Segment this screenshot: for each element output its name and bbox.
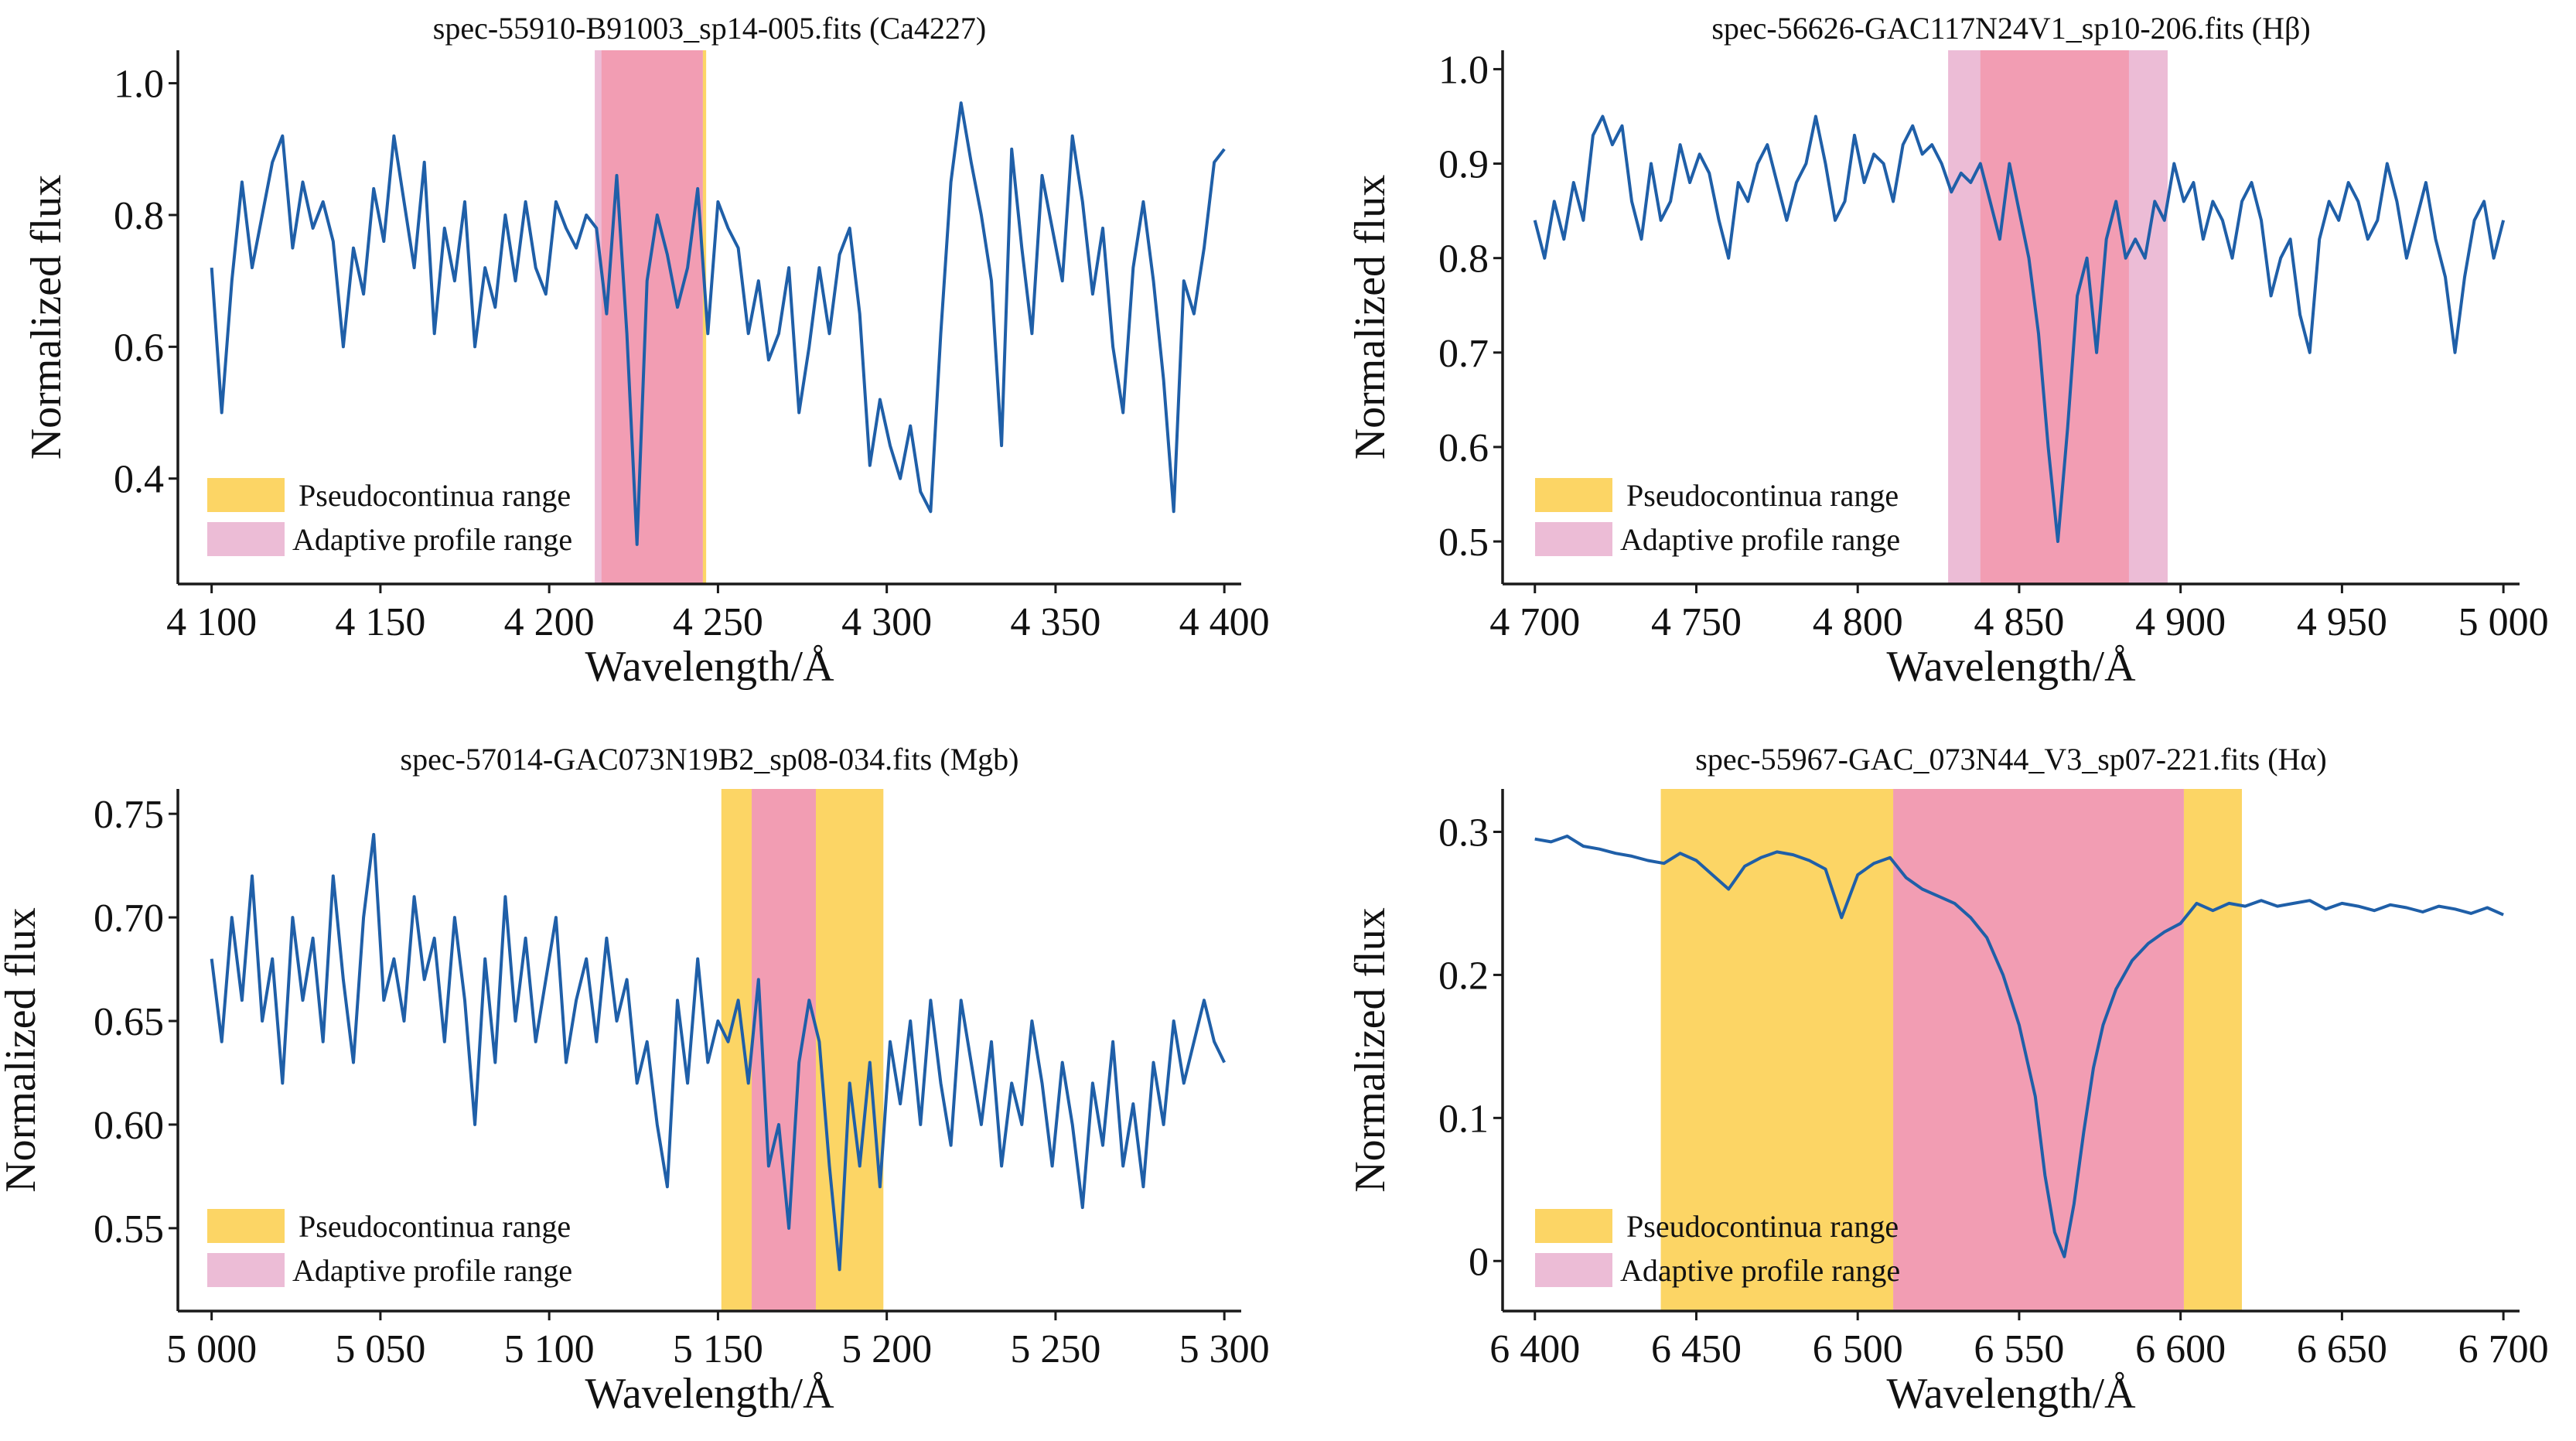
- series-line-1: [1533, 114, 2506, 543]
- legend-swatch-pseudocontinua: [207, 1209, 285, 1243]
- legend-label-pseudocontinua: Pseudocontinua range: [299, 1209, 571, 1244]
- x-tick-label: 6 650: [2297, 1327, 2387, 1371]
- x-tick-label: 4 800: [1813, 600, 1903, 644]
- legend-label-adaptive: Adaptive profile range: [292, 522, 572, 557]
- band-overlap: [1893, 789, 2184, 1311]
- y-tick-label: 0.6: [114, 326, 164, 370]
- legend-swatch-adaptive: [1535, 1253, 1612, 1287]
- panel-2: 4 700 4 750 4 800 4 850 4 900 4 950 5 000 0.5 0.…: [1346, 11, 2549, 691]
- x-tick-label: 4 200: [504, 600, 595, 644]
- legend-label-adaptive: Adaptive profile range: [292, 1253, 572, 1288]
- panel-3: 5 000 5 050 5 100 5 150 5 200 5 250 5 300 0.55 0…: [0, 742, 1270, 1418]
- legend: Pseudocontinua range Adaptive profile ran…: [1535, 478, 1900, 557]
- x-tick-label: 5 050: [335, 1327, 425, 1371]
- series-line-1: [210, 101, 1226, 546]
- legend-swatch-adaptive: [207, 522, 285, 556]
- y-tick-label: 0.65: [94, 1000, 164, 1044]
- x-axis-label: Wavelength/Å: [1886, 643, 2136, 691]
- legend-label-adaptive: Adaptive profile range: [1620, 1253, 1900, 1288]
- x-tick-label: 5 150: [673, 1327, 763, 1371]
- chart-title: spec-57014-GAC073N19B2_sp08-034.fits (Mg…: [401, 742, 1019, 777]
- x-tick-label: 4 750: [1651, 600, 1742, 644]
- legend-swatch-pseudocontinua: [1535, 478, 1612, 512]
- legend-label-adaptive: Adaptive profile range: [1620, 522, 1900, 557]
- y-tick-label: 0.70: [94, 896, 164, 941]
- chart-title: spec-56626-GAC117N24V1_sp10-206.fits (Hβ…: [1711, 11, 2310, 46]
- x-tick-label: 5 300: [1179, 1327, 1270, 1371]
- x-tick-label: 4 700: [1489, 600, 1580, 644]
- chart-title: spec-55967-GAC_073N44_V3_sp07-221.fits (…: [1695, 742, 2326, 777]
- y-tick-label: 0.9: [1438, 143, 1489, 187]
- x-tick-label: 5 250: [1010, 1327, 1100, 1371]
- series-line-1: [1534, 835, 2504, 1258]
- y-tick-label: 0: [1469, 1240, 1489, 1284]
- x-axis-label: Wavelength/Å: [1886, 1370, 2136, 1418]
- legend-label-pseudocontinua: Pseudocontinua range: [1626, 478, 1899, 513]
- x-tick-label: 4 350: [1010, 600, 1100, 644]
- x-tick-label: 4 250: [673, 600, 763, 644]
- y-tick-label: 0.8: [114, 194, 164, 238]
- y-tick-label: 0.7: [1438, 332, 1489, 376]
- x-tick-label: 6 700: [2458, 1327, 2549, 1371]
- legend-label-pseudocontinua: Pseudocontinua range: [299, 478, 571, 513]
- x-tick-label: 4 900: [2135, 600, 2226, 644]
- x-tick-label: 6 500: [1813, 1327, 1903, 1371]
- x-axis-label: Wavelength/Å: [585, 1370, 834, 1418]
- legend: Pseudocontinua range Adaptive profile ran…: [1535, 1209, 1900, 1288]
- y-tick-label: 1.0: [1438, 48, 1489, 92]
- legend-swatch-pseudocontinua: [207, 478, 285, 512]
- legend-swatch-pseudocontinua: [1535, 1209, 1612, 1243]
- panel-4: 6 400 6 450 6 500 6 550 6 600 6 650 6 700 0 0.1 0…: [1346, 742, 2549, 1418]
- x-tick-label: 4 100: [166, 600, 257, 644]
- series-line-1: [210, 832, 1226, 1272]
- legend-swatch-adaptive: [207, 1253, 285, 1287]
- y-tick-label: 0.75: [94, 793, 164, 837]
- x-tick-label: 6 600: [2135, 1327, 2226, 1371]
- x-tick-label: 6 400: [1489, 1327, 1580, 1371]
- x-tick-label: 5 100: [504, 1327, 595, 1371]
- x-tick-label: 5 000: [2458, 600, 2549, 644]
- legend: Pseudocontinua range Adaptive profile ran…: [207, 478, 572, 557]
- legend: Pseudocontinua range Adaptive profile ran…: [207, 1209, 572, 1288]
- y-tick-label: 0.4: [114, 458, 164, 502]
- y-tick-label: 0.2: [1438, 954, 1489, 998]
- y-tick-label: 0.5: [1438, 521, 1489, 565]
- y-tick-label: 0.55: [94, 1207, 164, 1251]
- x-tick-label: 4 300: [841, 600, 932, 644]
- x-tick-label: 4 850: [1974, 600, 2064, 644]
- x-tick-label: 4 150: [335, 600, 425, 644]
- x-tick-label: 5 000: [166, 1327, 257, 1371]
- y-tick-label: 0.60: [94, 1104, 164, 1148]
- legend-label-pseudocontinua: Pseudocontinua range: [1626, 1209, 1899, 1244]
- chart-title: spec-55910-B91003_sp14-005.fits (Ca4227): [433, 11, 986, 46]
- y-axis-label: Normalized flux: [1346, 907, 1394, 1193]
- x-tick-label: 4 400: [1179, 600, 1270, 644]
- x-tick-label: 4 950: [2297, 600, 2387, 644]
- x-tick-label: 6 450: [1651, 1327, 1742, 1371]
- y-axis-label: Normalized flux: [0, 907, 45, 1193]
- panel-1: 4 100 4 150 4 200 4 250 4 300 4 350 4 400 0.4 0.…: [22, 11, 1270, 691]
- y-tick-label: 0.3: [1438, 811, 1489, 855]
- y-axis-label: Normalized flux: [1346, 175, 1394, 460]
- band-overlap: [601, 50, 703, 584]
- y-tick-label: 1.0: [114, 63, 164, 107]
- y-axis-label: Normalized flux: [22, 175, 70, 460]
- x-axis-label: Wavelength/Å: [585, 643, 834, 691]
- x-tick-label: 6 550: [1974, 1327, 2064, 1371]
- y-tick-label: 0.1: [1438, 1097, 1489, 1141]
- y-tick-label: 0.8: [1438, 237, 1489, 282]
- legend-swatch-adaptive: [1535, 522, 1612, 556]
- y-tick-label: 0.6: [1438, 426, 1489, 470]
- x-tick-label: 5 200: [841, 1327, 932, 1371]
